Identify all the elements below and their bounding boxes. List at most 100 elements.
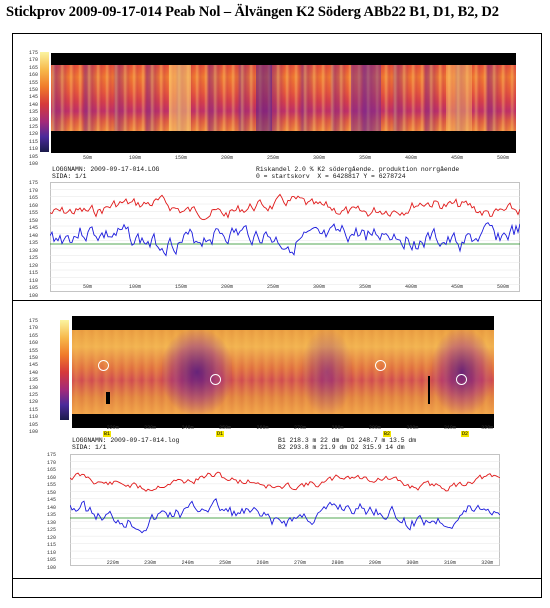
scale-label: 155 — [46, 482, 56, 488]
min-temperature-line — [50, 222, 520, 257]
distance-label: 240m — [181, 425, 194, 431]
marker-b2: B2 — [383, 431, 392, 437]
temperature-chart-1 — [50, 182, 520, 292]
marker-d2: D2 — [461, 431, 470, 437]
chart-frame — [50, 182, 520, 292]
thermal-colorbar-2 — [60, 320, 69, 420]
scale-label: 170 — [28, 325, 38, 332]
scale-label: 120 — [28, 399, 38, 406]
temperature-chart-2 — [70, 454, 500, 566]
scale-label: 160 — [28, 202, 38, 209]
scale-label: 100 — [28, 429, 38, 436]
scale-label: 165 — [28, 195, 38, 201]
chart-scale-labels: 175 170 165 160 155 150 145 140 135 130 125 120 115 1… — [24, 180, 38, 300]
scale-label: 145 — [28, 362, 38, 369]
scale-label: 100 — [28, 292, 38, 299]
distance-label: 150m — [175, 155, 188, 161]
scale-label: 115 — [28, 138, 38, 145]
distance-label: 500m — [497, 155, 510, 161]
marker-d1: D1 — [216, 431, 225, 437]
scale-label: 115 — [28, 270, 38, 276]
scale-label: 105 — [46, 557, 56, 563]
distance-label: 50m — [83, 155, 93, 161]
distance-label: 310m — [443, 425, 456, 431]
distance-label: 50m — [83, 284, 93, 290]
scale-label: 125 — [46, 527, 56, 533]
distance-label: 320m — [481, 560, 494, 566]
scale-label: 150 — [28, 87, 38, 94]
scale-label: 125 — [28, 124, 38, 131]
log-info-right: Riskandel 2.0 % K2 södergående. produkti… — [256, 166, 460, 180]
scale-label: 170 — [28, 57, 38, 64]
distance-label: 300m — [313, 155, 326, 161]
scale-label: 165 — [46, 467, 56, 473]
scale-label: 130 — [28, 247, 38, 254]
distance-label: 260m — [256, 560, 269, 566]
scale-label: 160 — [28, 340, 38, 347]
scale-label: 115 — [46, 542, 56, 548]
scale-label: 110 — [28, 414, 38, 421]
distance-label: 300m — [406, 560, 419, 566]
log-info-left-2: LOGGNAMN: 2009-09-17-014.log SIDA: 1/1 — [72, 437, 180, 451]
distance-label: 250m — [267, 155, 280, 161]
scale-label: 135 — [46, 512, 56, 518]
distance-label: 500m — [497, 284, 510, 290]
distance-label: 280m — [331, 560, 344, 566]
scale-label: 125 — [28, 392, 38, 399]
panel-divider — [12, 300, 542, 301]
distance-label: 230m — [144, 425, 157, 431]
thermal-image-2 — [72, 316, 494, 428]
distance-label: 100m — [129, 155, 142, 161]
distance-label: 250m — [219, 560, 232, 566]
distance-label: 310m — [443, 560, 456, 566]
scale-label: 105 — [28, 153, 38, 160]
log-info-left: LOGGNAMN: 2009-09-17-014.LOG SIDA: 1/1 — [52, 166, 160, 180]
scale-label: 115 — [28, 406, 38, 413]
distance-label: 280m — [331, 425, 344, 431]
distance-label: 400m — [405, 284, 418, 290]
distance-label: 350m — [359, 155, 372, 161]
distance-label: 350m — [359, 284, 372, 290]
report-frame — [12, 33, 542, 598]
distance-label: 320m — [481, 425, 494, 431]
scale-label: 175 — [28, 318, 38, 324]
distance-label: 270m — [294, 560, 307, 566]
scale-label: 175 — [28, 180, 38, 186]
distance-label: 230m — [144, 560, 157, 566]
thermal-scale-labels-2: 175 170 165 160 155 150 145 140 135 130 125 120 115 1… — [24, 318, 38, 437]
distance-label: 300m — [406, 425, 419, 431]
distance-label: 450m — [451, 155, 464, 161]
distance-label: 290m — [368, 560, 381, 566]
scale-label: 110 — [28, 277, 38, 284]
distance-label: 100m — [129, 284, 142, 290]
distance-label: 220m — [106, 425, 119, 431]
scale-label: 140 — [28, 101, 38, 108]
scale-label: 145 — [46, 497, 56, 503]
scale-label: 175 — [28, 50, 38, 56]
scale-label: 100 — [28, 161, 38, 168]
scale-label: 130 — [28, 384, 38, 391]
scale-label: 155 — [28, 79, 38, 86]
distance-label: 250m — [219, 425, 232, 431]
scale-label: 165 — [28, 64, 38, 71]
thermal-scale-labels: 175 170 165 160 155 150 145 140 135 130 125 120 115 1… — [24, 50, 38, 169]
scale-label: 140 — [28, 369, 38, 376]
log-info-right-2: B1 218.3 m 22 dm D1 248.7 m 13.5 dm B2 2… — [278, 437, 417, 451]
scale-label: 135 — [28, 377, 38, 384]
distance-label: 200m — [221, 155, 234, 161]
scale-label: 155 — [28, 210, 38, 216]
scale-label: 150 — [46, 489, 56, 496]
scale-label: 130 — [28, 116, 38, 123]
max-temperature-line — [50, 193, 520, 221]
max-temperature-line — [70, 471, 500, 492]
thermal-image-1 — [51, 53, 516, 153]
chart-frame — [70, 454, 500, 566]
scale-label: 145 — [28, 94, 38, 101]
distance-label: 220m — [106, 560, 119, 566]
distance-label: 260m — [256, 425, 269, 431]
chart-scale-labels-2: 175 170 165 160 155 150 145 140 135 130 125 120 115 1… — [42, 452, 56, 572]
scale-label: 125 — [28, 255, 38, 261]
scale-label: 120 — [28, 131, 38, 138]
scale-label: 170 — [28, 187, 38, 194]
distance-label: 270m — [294, 425, 307, 431]
